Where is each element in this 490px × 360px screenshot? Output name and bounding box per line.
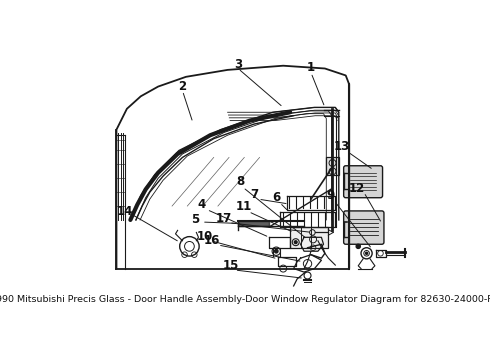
Text: 12: 12 xyxy=(349,182,365,195)
Text: 16: 16 xyxy=(204,234,220,247)
FancyBboxPatch shape xyxy=(343,166,383,198)
Text: 5: 5 xyxy=(191,213,199,226)
Text: 6: 6 xyxy=(272,191,280,204)
FancyBboxPatch shape xyxy=(343,211,384,244)
Text: 15: 15 xyxy=(223,258,239,271)
Text: 13: 13 xyxy=(334,140,350,153)
Bar xyxy=(290,227,328,248)
Text: 9: 9 xyxy=(326,189,335,202)
Text: 10: 10 xyxy=(196,230,213,243)
Text: 4: 4 xyxy=(198,198,206,211)
Text: 7: 7 xyxy=(250,188,258,201)
Text: 8: 8 xyxy=(236,175,244,188)
Text: 14: 14 xyxy=(117,205,133,218)
Bar xyxy=(326,157,339,175)
Text: 2: 2 xyxy=(178,80,187,93)
Circle shape xyxy=(366,252,368,254)
Circle shape xyxy=(274,249,278,253)
Text: 11: 11 xyxy=(236,199,252,212)
Text: 1990 Mitsubishi Precis Glass - Door Handle Assembly-Door Window Regulator Diagra: 1990 Mitsubishi Precis Glass - Door Hand… xyxy=(0,295,490,304)
Circle shape xyxy=(356,244,360,248)
Text: 3: 3 xyxy=(234,58,242,71)
Circle shape xyxy=(294,241,297,244)
Text: 1: 1 xyxy=(307,60,315,73)
Text: 17: 17 xyxy=(215,212,232,225)
